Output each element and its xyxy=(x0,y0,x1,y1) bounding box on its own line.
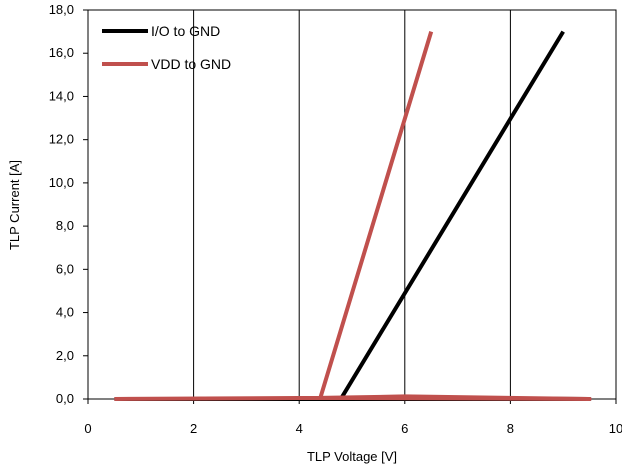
x-tick-label: 8 xyxy=(507,421,514,436)
x-tick-label: 2 xyxy=(190,421,197,436)
series-lines xyxy=(114,30,592,401)
legend-label-io-to-gnd: I/O to GND xyxy=(151,23,220,39)
x-tick-label: 0 xyxy=(84,421,91,436)
x-axis-ticks: 0 2 4 6 8 10 xyxy=(84,399,622,436)
y-tick-label: 0,0 xyxy=(56,391,74,406)
y-tick-label: 8,0 xyxy=(56,218,74,233)
y-tick-label: 14,0 xyxy=(49,88,74,103)
grid-lines xyxy=(193,10,511,399)
legend: I/O to GND VDD to GND xyxy=(102,23,231,72)
x-tick-label: 10 xyxy=(609,421,622,436)
y-tick-label: 16,0 xyxy=(49,45,74,60)
y-tick-label: 12,0 xyxy=(49,132,74,147)
y-tick-label: 6,0 xyxy=(56,261,74,276)
x-tick-label: 6 xyxy=(401,421,408,436)
y-tick-label: 18,0 xyxy=(49,2,74,17)
x-axis-label: TLP Voltage [V] xyxy=(307,449,397,464)
y-tick-label: 10,0 xyxy=(49,175,74,190)
y-axis-label: TLP Current [A] xyxy=(7,160,22,250)
plot-area xyxy=(87,9,617,400)
y-tick-label: 2,0 xyxy=(56,348,74,363)
series-line-vdd-to-gnd xyxy=(114,31,592,401)
y-axis-ticks: 0,0 2,0 4,0 6,0 8,0 10,0 12,0 14,0 16,0 18,0 xyxy=(49,2,88,406)
x-tick-label: 4 xyxy=(296,421,303,436)
legend-label-vdd-to-gnd: VDD to GND xyxy=(151,56,231,72)
y-tick-label: 4,0 xyxy=(56,305,74,320)
